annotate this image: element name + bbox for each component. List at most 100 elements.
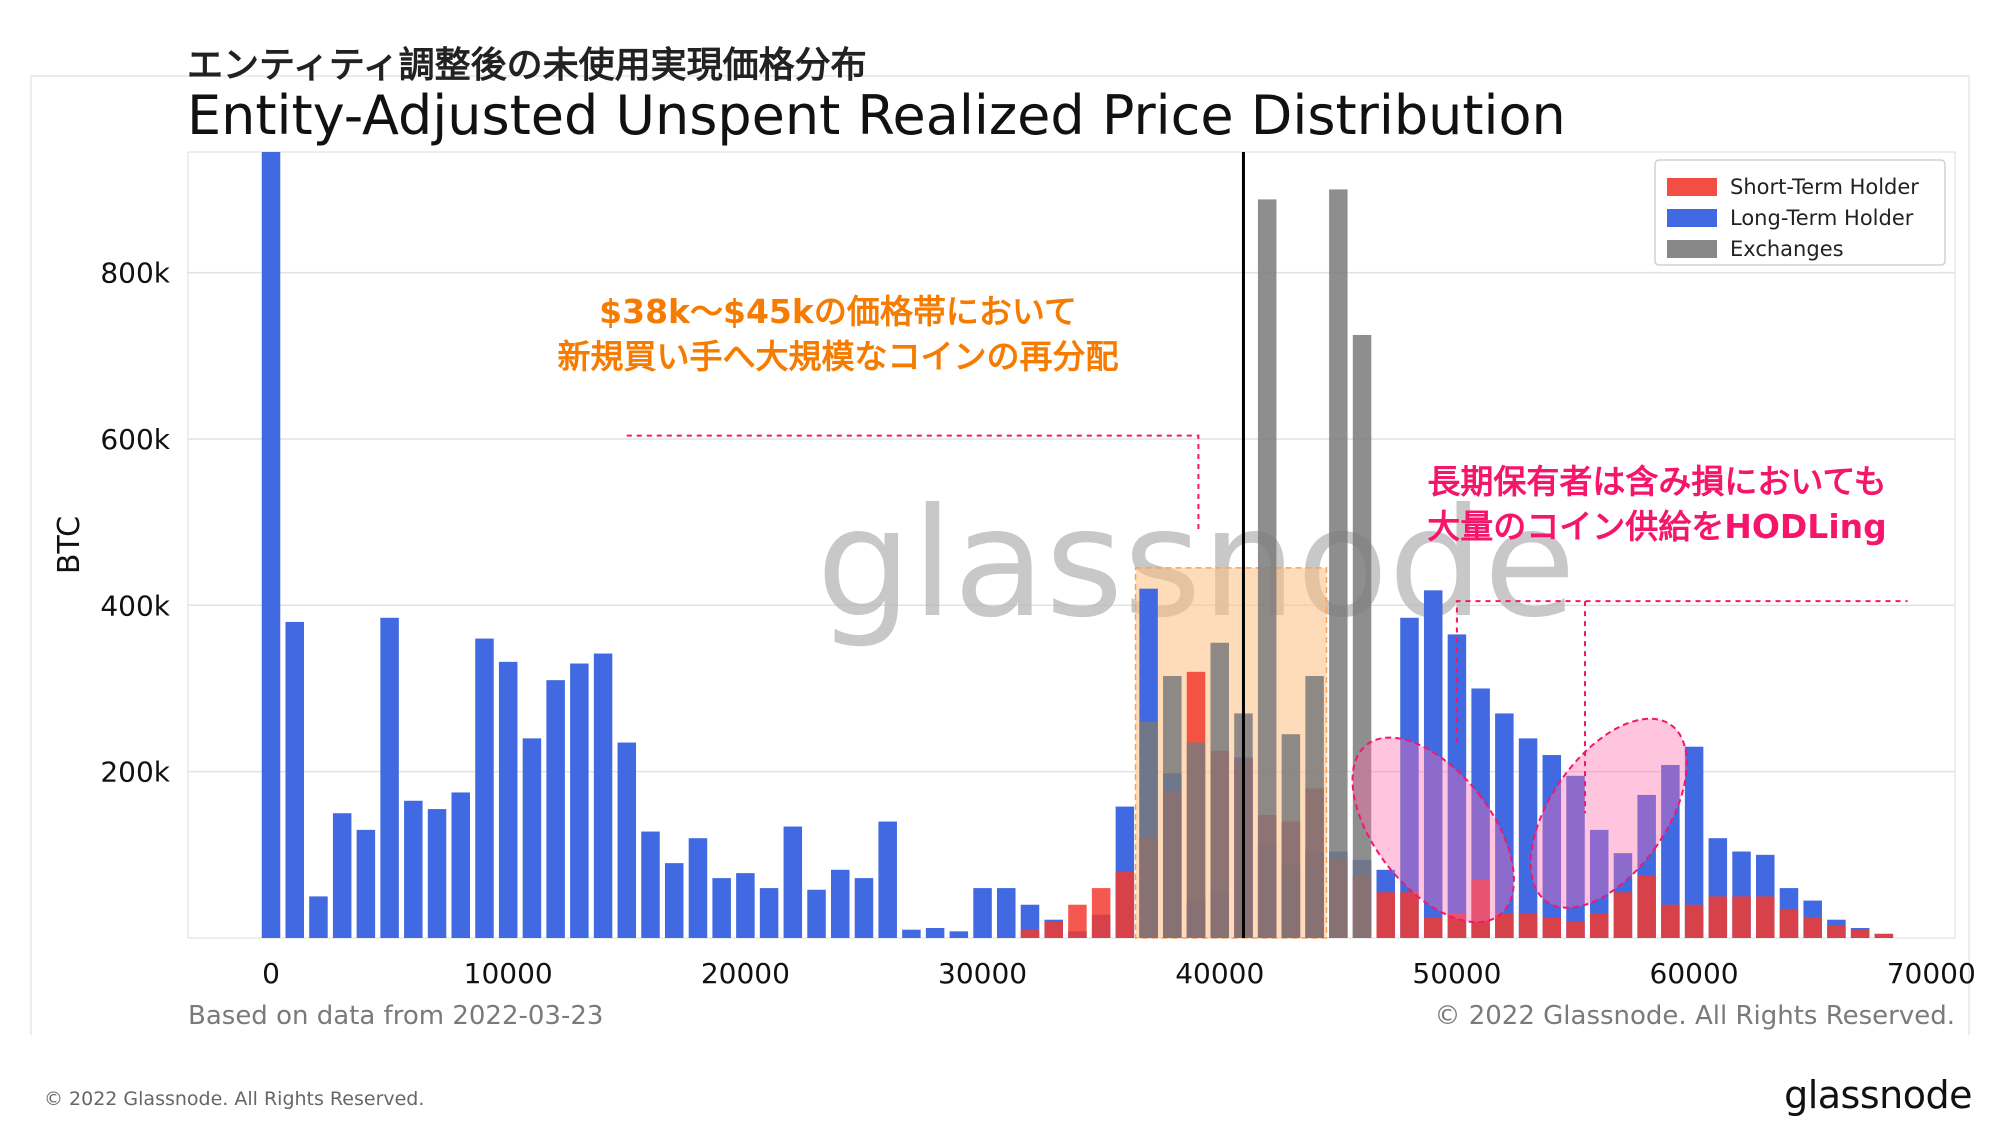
bar-long-term-holder	[902, 929, 921, 938]
bar-long-term-holder	[404, 800, 423, 938]
bar-long-term-holder	[1542, 755, 1562, 938]
x-tick-label: 60000	[1650, 957, 1739, 990]
x-tick-label: 0	[262, 957, 280, 990]
bar-exchanges	[1352, 334, 1372, 938]
bar-long-term-holder	[1447, 634, 1467, 938]
x-tick-label: 30000	[938, 957, 1027, 990]
bar-short-term-holder	[1518, 913, 1538, 938]
bar-short-term-holder	[1756, 896, 1775, 938]
bar-short-term-holder	[1020, 929, 1040, 938]
bar-short-term-holder	[1732, 896, 1751, 938]
annotation-text-pink: 大量のコイン供給をHODLing	[1427, 507, 1887, 546]
legend-swatch	[1667, 240, 1717, 258]
chart-copyright-note: © 2022 Glassnode. All Rights Reserved.	[1434, 1001, 1955, 1031]
bar-short-term-holder	[1091, 888, 1111, 938]
bar-long-term-holder	[617, 742, 637, 938]
bar-long-term-holder	[807, 889, 826, 938]
bar-short-term-holder	[1044, 921, 1063, 938]
bar-long-term-holder	[356, 829, 376, 938]
bar-long-term-holder	[285, 621, 304, 938]
bar-short-term-holder	[1423, 917, 1443, 938]
bar-exchanges	[1186, 742, 1206, 938]
y-tick-label: 400k	[100, 589, 170, 622]
bar-long-term-holder	[546, 680, 565, 938]
bar-short-term-holder	[1779, 908, 1799, 938]
bar-long-term-holder	[570, 663, 589, 938]
bar-short-term-holder	[1803, 917, 1822, 938]
y-tick-label: 600k	[100, 423, 170, 456]
bar-long-term-holder	[593, 653, 613, 938]
bar-exchanges	[1329, 189, 1348, 938]
bar-long-term-holder	[522, 738, 542, 938]
bar-long-term-holder	[332, 813, 352, 938]
bar-short-term-holder	[1376, 892, 1396, 938]
bar-long-term-holder	[1423, 590, 1443, 938]
x-tick-label: 50000	[1412, 957, 1501, 990]
bar-exchanges	[1281, 734, 1301, 938]
bar-long-term-holder	[261, 152, 281, 938]
bar-short-term-holder	[1400, 892, 1419, 938]
x-tick-label: 40000	[1175, 957, 1264, 990]
y-tick-label: 800k	[100, 257, 170, 290]
bar-short-term-holder	[1589, 913, 1609, 938]
footer-copyright: © 2022 Glassnode. All Rights Reserved.	[44, 1088, 425, 1110]
y-axis-label: BTC	[52, 516, 87, 574]
bar-long-term-holder	[688, 838, 708, 938]
annotation-text-pink: 長期保有者は含み損においても	[1427, 462, 1886, 501]
bar-long-term-holder	[380, 617, 399, 938]
bar-short-term-holder	[1827, 925, 1846, 938]
bar-long-term-holder	[925, 928, 945, 938]
legend-swatch	[1667, 209, 1717, 227]
bar-exchanges	[1305, 676, 1324, 938]
chart-title-jp: エンティティ調整後の未使用実現価格分布	[187, 45, 867, 86]
bar-long-term-holder	[949, 931, 969, 938]
bar-short-term-holder	[1471, 879, 1490, 938]
bar-short-term-holder	[1874, 933, 1894, 938]
annotation-text-orange: $38k〜$45kの価格帯において	[599, 292, 1077, 331]
bar-exchanges	[1210, 642, 1229, 938]
legend-label: Exchanges	[1730, 237, 1844, 261]
bar-long-term-holder	[973, 888, 992, 938]
bar-short-term-holder	[1068, 904, 1087, 938]
lth-cluster-ellipse	[1351, 736, 1515, 924]
bar-short-term-holder	[1661, 904, 1680, 938]
bar-long-term-holder	[783, 826, 803, 938]
annotation-connector	[626, 434, 1200, 531]
bar-long-term-holder	[1471, 688, 1490, 938]
bar-long-term-holder	[1661, 764, 1680, 938]
bar-short-term-holder	[1613, 892, 1633, 938]
bar-long-term-holder	[451, 792, 471, 938]
bar-long-term-holder	[854, 878, 874, 938]
bar-short-term-holder	[1566, 921, 1585, 938]
legend-label: Long-Term Holder	[1730, 206, 1914, 230]
bar-long-term-holder	[1400, 617, 1419, 938]
bar-short-term-holder	[1495, 913, 1514, 938]
bar-long-term-holder	[309, 896, 328, 938]
bar-long-term-holder	[664, 863, 684, 938]
bar-short-term-holder	[1708, 896, 1728, 938]
legend-label: Short-Term Holder	[1730, 175, 1919, 199]
bar-long-term-holder	[427, 809, 447, 938]
y-tick-label: 200k	[100, 756, 170, 789]
bar-exchanges	[1163, 676, 1182, 938]
bar-long-term-holder	[1566, 775, 1585, 938]
bar-long-term-holder	[878, 821, 897, 938]
bar-long-term-holder	[1684, 746, 1704, 938]
x-tick-label: 20000	[701, 957, 790, 990]
bar-short-term-holder	[1684, 904, 1704, 938]
legend-box	[1654, 159, 1946, 266]
bar-long-term-holder	[1589, 829, 1609, 938]
bar-exchanges	[1257, 199, 1277, 938]
legend-swatch	[1667, 178, 1717, 196]
bar-long-term-holder	[1495, 713, 1514, 938]
bar-short-term-holder	[1850, 929, 1870, 938]
bar-short-term-holder	[1542, 917, 1562, 938]
bar-long-term-holder	[736, 873, 755, 938]
annotation-text-orange: 新規買い手へ大規模なコインの再分配	[558, 337, 1119, 376]
bar-short-term-holder	[1637, 875, 1656, 938]
bar-short-term-holder	[1115, 871, 1135, 938]
bar-long-term-holder	[759, 888, 779, 938]
footer-logo: glassnode	[1784, 1073, 1972, 1117]
x-tick-label: 10000	[464, 957, 553, 990]
